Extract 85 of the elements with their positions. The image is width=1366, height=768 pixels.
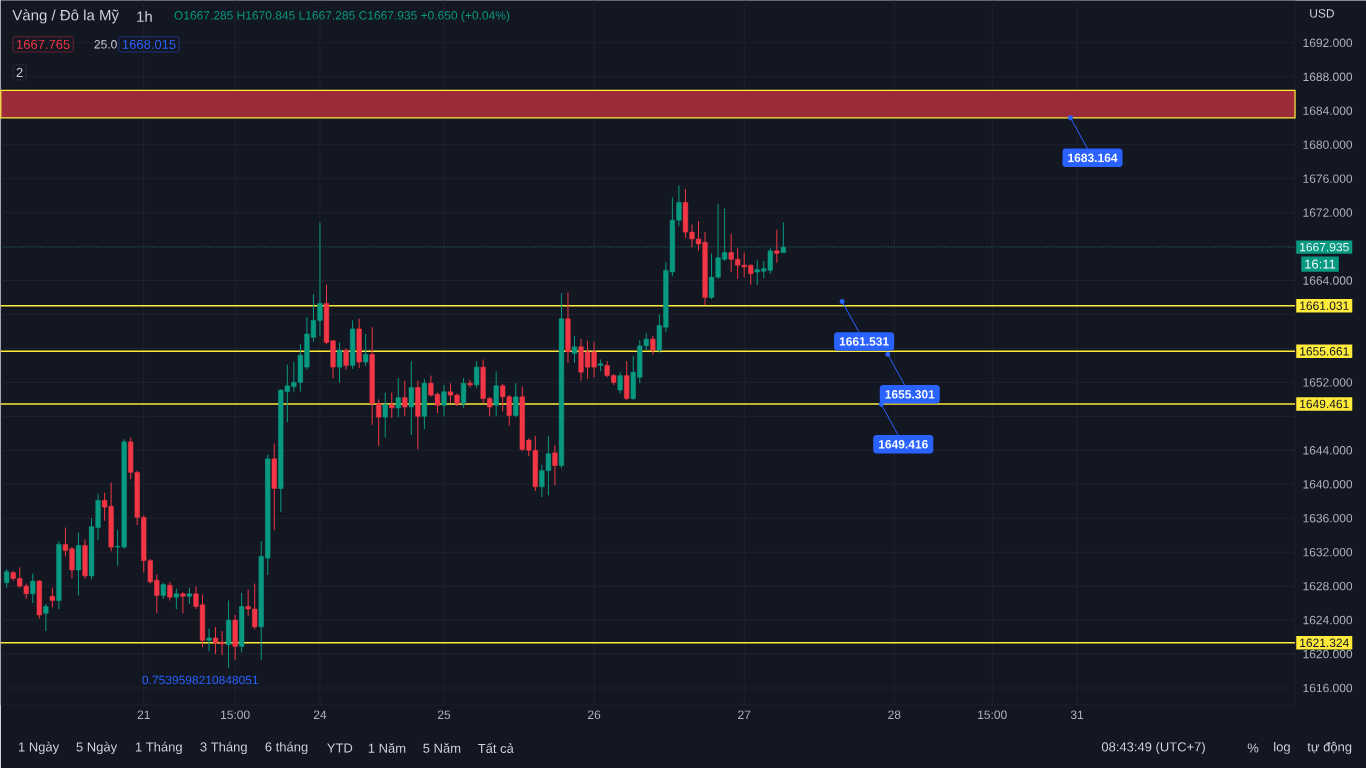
text: Tất cả [478, 742, 514, 754]
candlestick [389, 392, 395, 419]
y-tick-label: 1688.000 [1303, 72, 1353, 82]
annotation: 1661.531 [839, 337, 889, 346]
candlestick [49, 587, 55, 608]
y-tick-label: 1664.000 [1303, 276, 1353, 285]
candlestick [552, 444, 558, 486]
text: USD [1310, 9, 1334, 18]
candlestick [493, 370, 499, 417]
candlestick [180, 591, 186, 614]
candlestick [382, 392, 388, 439]
x-tick-label: 31 [1070, 710, 1084, 720]
text: 6 tháng [265, 741, 308, 755]
text: log [1274, 741, 1290, 755]
text: 1 Năm [368, 743, 406, 753]
text: 1 Tháng [135, 741, 182, 755]
candlestick [408, 360, 414, 436]
text: 16:11 [1305, 259, 1336, 269]
candlestick [441, 384, 447, 417]
text: % [1247, 743, 1259, 753]
x-tick-label: 21 [137, 710, 150, 719]
text: 1h [137, 10, 152, 22]
x-tick-label: 26 [588, 710, 601, 720]
candlestick [774, 229, 780, 264]
text: Vàng / Đô la Mỹ [12, 9, 119, 24]
text: 3 Tháng [200, 741, 247, 755]
candlestick [167, 581, 173, 602]
x-tick-label: 28 [888, 710, 901, 720]
y-tick-label: 1644.000 [1303, 446, 1353, 455]
annotation: 1667.765 [16, 39, 70, 49]
y-tick-label: 1640.000 [1303, 480, 1353, 489]
y-tick-label: 1628.000 [1303, 581, 1353, 591]
annotation: 1668.015 [122, 39, 176, 49]
ref-line-label: 1621.324 [1300, 638, 1349, 648]
candlestick [467, 379, 473, 389]
y-tick-label: 1672.000 [1303, 208, 1353, 217]
candlestick [343, 347, 349, 371]
candlestick [395, 377, 401, 418]
annotation: 1649.416 [878, 440, 928, 449]
x-tick-label: 15:00 [978, 710, 1007, 720]
annotation: 25.0 [94, 40, 117, 49]
x-tick-label: 25 [437, 710, 451, 720]
y-tick-label: 1636.000 [1303, 514, 1353, 523]
candlestick [474, 360, 480, 389]
x-tick-label: 15:00 [221, 710, 250, 720]
x-tick-label: 24 [313, 710, 327, 719]
annotation: 1683.164 [1068, 153, 1118, 163]
ref-line-label: 1655.661 [1300, 347, 1349, 356]
x-tick-label: 27 [738, 710, 751, 719]
y-tick-label: 1616.000 [1303, 683, 1353, 693]
annotation: 0.7539598210848051 [142, 675, 259, 685]
y-tick-label: 1692.000 [1303, 38, 1353, 48]
candlestick [650, 335, 656, 355]
annotation: O1667.285 H1670.845 L1667.285 C1667.935 +0.650 (+0.04%) [174, 10, 510, 22]
ref-line-label: 1649.461 [1300, 399, 1349, 409]
y-tick-label: 1676.000 [1303, 174, 1353, 183]
candlestick [4, 568, 10, 589]
text: 5 Năm [423, 743, 461, 753]
candlestick [460, 377, 467, 409]
text: tự động [1307, 741, 1352, 755]
text: 5 Ngày [76, 741, 118, 755]
candlestick [624, 360, 630, 401]
annotation: 1655.301 [885, 390, 935, 399]
candlestick [402, 380, 408, 417]
text: 1 Ngày [18, 741, 60, 755]
candlestick [206, 628, 212, 653]
candlestick [571, 335, 578, 364]
ref-line-label: 1667.935 [1300, 242, 1349, 252]
y-tick-label: 1620.000 [1303, 649, 1353, 659]
candlestick [30, 572, 36, 604]
annotation: 2 [16, 67, 23, 77]
candlestick [336, 342, 343, 383]
y-tick-label: 1684.000 [1303, 106, 1353, 116]
candlestick [173, 588, 179, 610]
y-tick-label: 1680.000 [1303, 140, 1353, 149]
candlestick [617, 371, 623, 394]
y-tick-label: 1652.000 [1303, 378, 1353, 387]
candlestick [43, 603, 49, 632]
candlestick [513, 382, 519, 418]
candlestick [363, 333, 369, 367]
y-tick-label: 1624.000 [1303, 615, 1353, 625]
text: 08:43:49 (UTC+7) [1101, 741, 1205, 755]
ref-line-label: 1661.031 [1300, 301, 1349, 310]
text: YTD [327, 743, 353, 753]
y-tick-label: 1632.000 [1303, 547, 1353, 557]
